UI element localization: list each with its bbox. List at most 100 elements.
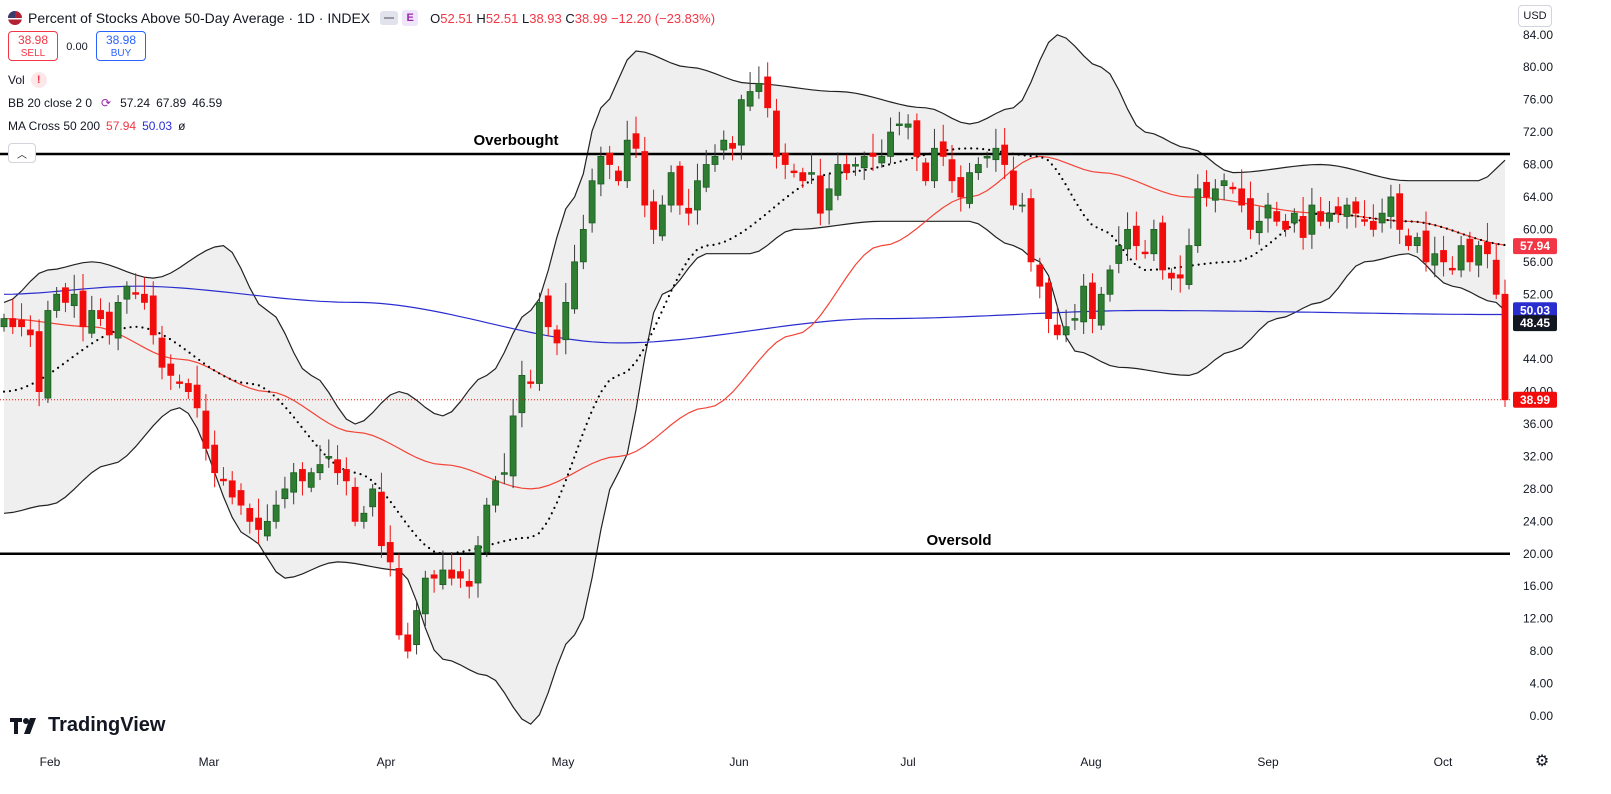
y-tick-13: 32.00 — [1523, 449, 1553, 463]
candle-143 — [1255, 220, 1263, 234]
x-tick-1: Mar — [199, 755, 220, 769]
x-tick-7: Sep — [1257, 755, 1279, 769]
candle-24 — [211, 444, 219, 474]
candle-159 — [1396, 193, 1404, 230]
y-tick-10: 44.00 — [1523, 352, 1553, 366]
candle-107 — [939, 141, 947, 157]
candle-148 — [1299, 216, 1307, 238]
candle-137 — [1203, 181, 1210, 198]
candle-131 — [1150, 228, 1158, 255]
candle-34 — [299, 469, 306, 482]
candle-163 — [1431, 253, 1439, 266]
candle-77 — [676, 165, 684, 206]
y-tick-21: 0.00 — [1530, 709, 1554, 723]
candle-102 — [895, 123, 903, 126]
candle-64 — [562, 301, 570, 341]
candle-28 — [246, 507, 254, 522]
ohlc-values: O52.51 H52.51 L38.93 C38.99 −12.20 (−23.… — [430, 10, 716, 26]
candle-150 — [1317, 211, 1325, 222]
indicator-vol[interactable]: Vol ! — [8, 71, 47, 89]
candle-164 — [1440, 250, 1447, 263]
candle-162 — [1422, 230, 1430, 263]
candle-152 — [1334, 206, 1342, 214]
x-tick-6: Aug — [1080, 755, 1101, 769]
candle-161 — [1413, 237, 1421, 247]
sell-label: SELL — [20, 48, 46, 59]
candle-170 — [1492, 259, 1500, 295]
candle-97 — [852, 164, 859, 167]
change-value: −12.20 (−23.83%) — [610, 10, 716, 26]
candle-114 — [1001, 144, 1009, 165]
candle-21 — [184, 383, 192, 392]
candle-55 — [483, 504, 491, 553]
candle-85 — [746, 91, 754, 107]
settings-icon[interactable]: ⚙ — [1534, 753, 1550, 770]
candle-126 — [1106, 269, 1114, 295]
candle-53 — [465, 580, 473, 587]
candle-81 — [711, 156, 719, 165]
candle-103 — [904, 123, 912, 128]
candle-86 — [755, 83, 763, 92]
candle-149 — [1308, 204, 1316, 235]
candle-92 — [808, 172, 815, 175]
candle-19 — [167, 363, 175, 376]
candle-48 — [421, 577, 429, 615]
y-tick-14: 28.00 — [1523, 482, 1553, 496]
candle-111 — [974, 164, 982, 174]
candle-69 — [606, 152, 614, 165]
candle-26 — [228, 480, 236, 498]
candle-63 — [553, 329, 561, 344]
candle-7 — [62, 287, 69, 303]
hline-label-0: Overbought — [474, 132, 559, 149]
warning-icon[interactable]: ! — [30, 72, 47, 88]
bollinger-band-fill — [4, 34, 1505, 725]
candle-115 — [1010, 170, 1017, 206]
candle-18 — [158, 337, 166, 368]
candle-98 — [860, 156, 868, 169]
candle-32 — [281, 488, 289, 500]
candle-142 — [1247, 198, 1254, 230]
y-tick-1: 80.00 — [1523, 60, 1553, 74]
price-label-3: 38.99 — [1520, 393, 1550, 407]
x-tick-8: Oct — [1434, 755, 1453, 769]
candle-125 — [1097, 293, 1105, 326]
y-tick-8: 52.00 — [1523, 287, 1553, 301]
currency-button[interactable]: USD — [1518, 5, 1552, 27]
candle-70 — [615, 170, 622, 182]
candle-82 — [720, 139, 728, 151]
y-tick-6: 60.00 — [1523, 222, 1553, 236]
candle-110 — [966, 172, 973, 204]
candle-122 — [1071, 318, 1079, 321]
candle-45 — [395, 567, 403, 636]
candle-160 — [1405, 235, 1412, 247]
candle-12 — [105, 311, 113, 336]
candle-88 — [773, 110, 780, 157]
y-tick-18: 12.00 — [1523, 612, 1553, 626]
buy-button[interactable]: 38.98 BUY — [96, 31, 146, 61]
event-badge[interactable]: E — [402, 10, 419, 26]
candle-91 — [799, 172, 807, 182]
candle-120 — [1053, 324, 1061, 336]
candle-73 — [641, 151, 649, 206]
candle-23 — [202, 410, 210, 449]
logo-text: TradingView — [48, 714, 166, 736]
candle-165 — [1448, 267, 1456, 271]
hide-icon[interactable] — [380, 11, 399, 25]
candle-113 — [992, 147, 1000, 161]
price-label-1: 50.03 — [1520, 303, 1550, 317]
candle-153 — [1343, 204, 1351, 217]
indicator-ma-cross[interactable]: MA Cross 50 200 57.94 50.03 ø — [8, 119, 186, 133]
sell-button[interactable]: 38.98 SELL — [8, 31, 58, 61]
candle-61 — [536, 301, 543, 384]
candle-112 — [983, 156, 991, 159]
symbol-title[interactable]: Percent of Stocks Above 50-Day Average ·… — [28, 10, 371, 26]
candle-25 — [220, 478, 227, 482]
header-badges: E — [380, 10, 419, 26]
indicator-bb[interactable]: BB 20 close 2 0 ⟳ 57.24 67.89 46.59 — [8, 96, 223, 110]
candle-93 — [816, 175, 824, 214]
candle-31 — [272, 504, 280, 522]
collapse-legend-button[interactable]: ︿ — [8, 143, 36, 163]
candle-39 — [342, 469, 350, 482]
tradingview-logo[interactable]: TradingView — [10, 714, 165, 737]
